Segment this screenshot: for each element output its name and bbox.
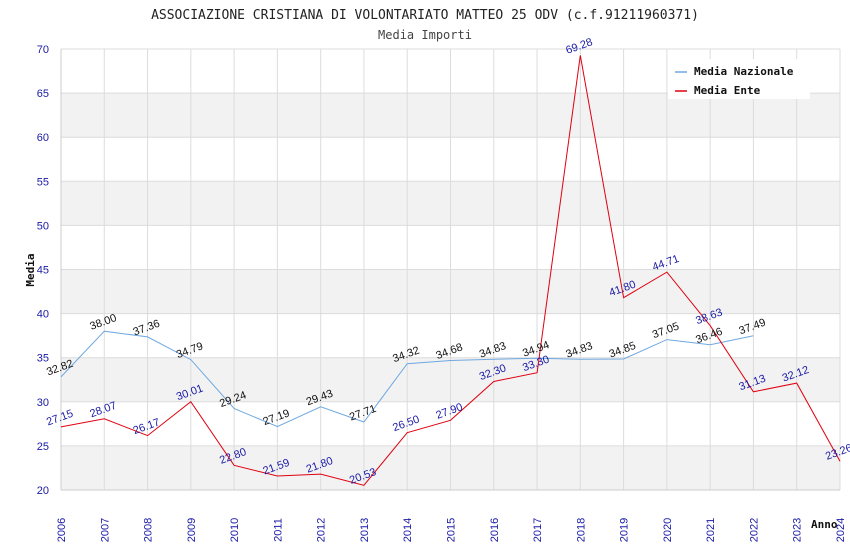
- legend-box: [668, 59, 810, 99]
- x-tick-label: 2016: [489, 518, 501, 542]
- x-tick-label: 2020: [662, 518, 674, 542]
- data-label: 26.17: [132, 416, 162, 437]
- series-lines: [60, 55, 841, 486]
- x-axis-ticks: 2006 2007 2008 2009 2010 2011 2012 2013 2014 2015…: [56, 518, 847, 542]
- legend-label-media-ente: Media Ente: [694, 84, 761, 97]
- x-tick-label: 2019: [619, 518, 631, 542]
- x-tick-label: 2014: [402, 518, 414, 542]
- x-tick-label: 2015: [446, 518, 458, 542]
- x-tick-label: 2012: [316, 518, 328, 542]
- x-axis-label: Anno: [811, 518, 838, 531]
- x-tick-label: 2024: [835, 518, 847, 542]
- legend-label-media-nazionale: Media Nazionale: [694, 65, 794, 78]
- data-label: 27.90: [434, 401, 464, 422]
- data-label: 37.05: [651, 320, 681, 341]
- x-tick-label: 2017: [532, 518, 544, 542]
- data-label: 27.19: [261, 407, 291, 428]
- x-tick-label: 2006: [56, 518, 68, 542]
- x-tick-label: 2022: [748, 518, 760, 542]
- y-tick-label: 45: [37, 265, 49, 277]
- gridlines: [60, 48, 841, 491]
- y-tick-label: 65: [37, 88, 49, 100]
- data-label: 37.49: [737, 317, 767, 338]
- data-label: 37.36: [132, 318, 162, 339]
- y-tick-label: 20: [37, 485, 49, 497]
- y-tick-label: 25: [37, 441, 49, 453]
- x-tick-label: 2021: [705, 518, 717, 542]
- y-tick-label: 55: [37, 176, 49, 188]
- x-tick-label: 2018: [575, 518, 587, 542]
- data-label: 69.28: [564, 36, 594, 57]
- x-tick-label: 2009: [186, 518, 198, 542]
- y-tick-label: 60: [37, 132, 49, 144]
- x-tick-label: 2010: [229, 518, 241, 542]
- legend: Media Nazionale Media Ente: [668, 59, 810, 99]
- data-label: 28.07: [88, 400, 118, 421]
- x-tick-label: 2013: [359, 518, 371, 542]
- data-label: 26.50: [391, 414, 421, 435]
- y-tick-label: 40: [37, 309, 49, 321]
- x-tick-label: 2007: [99, 518, 111, 542]
- series-line-media-ente: [60, 55, 841, 486]
- y-axis-ticks: 20 25 30 35 40 45 50 55 60 65 70: [37, 44, 49, 497]
- chart-subtitle: Media Importi: [378, 28, 472, 42]
- data-label: 38.00: [88, 312, 118, 333]
- y-axis-label: Media: [24, 253, 37, 286]
- x-tick-label: 2011: [272, 518, 284, 542]
- chart-title: ASSOCIAZIONE CRISTIANA DI VOLONTARIATO M…: [151, 8, 699, 23]
- y-tick-label: 50: [37, 220, 49, 232]
- x-tick-label: 2023: [792, 518, 804, 542]
- y-tick-label: 30: [37, 397, 49, 409]
- x-tick-label: 2008: [143, 518, 155, 542]
- data-label: 27.71: [348, 403, 378, 424]
- series-line-media-nazionale: [60, 330, 754, 428]
- y-tick-label: 70: [37, 44, 49, 56]
- y-tick-label: 35: [37, 353, 49, 365]
